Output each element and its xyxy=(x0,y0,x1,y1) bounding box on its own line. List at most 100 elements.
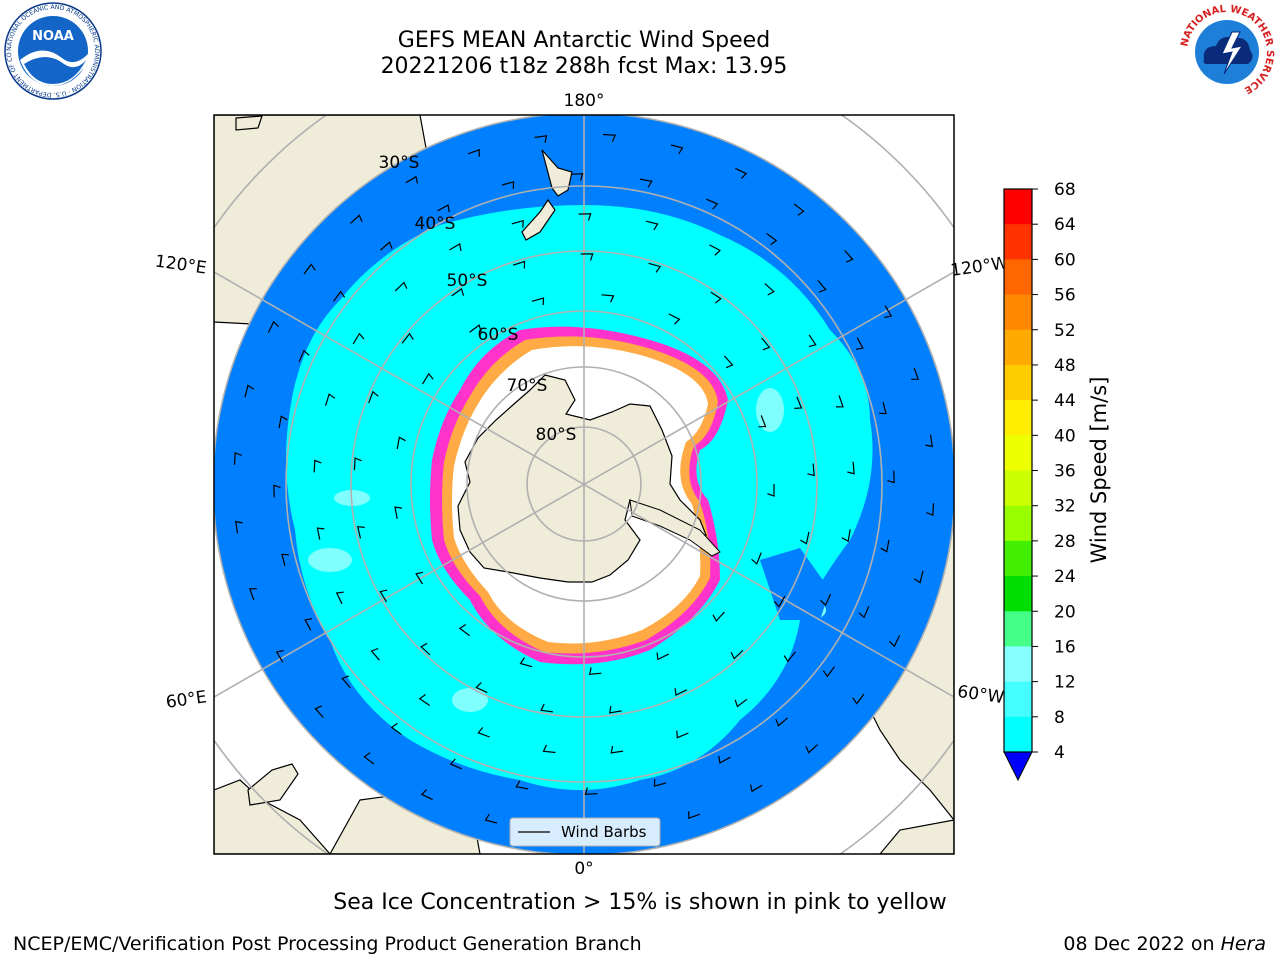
wind-barb xyxy=(304,618,313,631)
wind-barb xyxy=(820,593,832,607)
wind-barb xyxy=(303,263,316,275)
wind-barb xyxy=(766,233,778,246)
wind-barb xyxy=(653,779,667,787)
wind-barb xyxy=(451,287,465,297)
wind-barb xyxy=(396,436,406,450)
wind-barb xyxy=(415,571,424,585)
colorbar-cell xyxy=(1004,364,1032,401)
barb-legend-label: Wind Barbs xyxy=(561,823,647,841)
wind-barb xyxy=(580,253,594,261)
lon-label-60w: 60°W xyxy=(956,682,1005,708)
wind-barb xyxy=(394,281,408,292)
wind-barb xyxy=(363,752,375,765)
wind-barb xyxy=(639,178,653,188)
wind-barb xyxy=(783,651,796,663)
wind-barb xyxy=(531,297,545,306)
colorbar-cell xyxy=(1004,400,1032,436)
lat-label-80s: 80°S xyxy=(536,425,577,445)
colorbar-cell xyxy=(1004,224,1032,260)
wind-barb xyxy=(248,588,257,601)
wind-barb xyxy=(758,415,767,428)
wind-barb xyxy=(800,531,810,545)
wind-barb xyxy=(380,241,393,251)
wind-barb xyxy=(511,219,524,228)
colorbar: 68 64 60 56 52 48 44 40 36 32 28 24 20 16 12 8 4 Wind Sp… xyxy=(1003,180,1111,782)
wind-barb xyxy=(884,305,893,319)
wind-barb xyxy=(706,198,719,210)
wind-barb xyxy=(761,337,771,351)
colorbar-tick-label: 40 xyxy=(1054,426,1076,446)
colorbar-tick-label: 52 xyxy=(1054,321,1076,341)
wind-barb xyxy=(421,372,434,385)
figure-title: GEFS MEAN Antarctic Wind Speed xyxy=(397,28,771,53)
wind-barb xyxy=(475,682,488,694)
date-stamp: 08 Dec 2022 on Hera xyxy=(1063,933,1266,955)
wind-barb xyxy=(913,570,924,584)
lon-label-180: 180° xyxy=(564,91,605,111)
colorbar-cell xyxy=(1004,435,1032,471)
date-text: 08 Dec 2022 on xyxy=(1063,933,1215,955)
wind-barb xyxy=(645,220,659,231)
colorbar-tick-label: 32 xyxy=(1054,497,1076,517)
colorbar-tick-label: 48 xyxy=(1054,356,1076,376)
wind-barb xyxy=(858,606,870,619)
host-name: Hera xyxy=(1220,933,1266,955)
wind-barb xyxy=(390,722,402,735)
wind-barb xyxy=(888,635,901,648)
colorbar-tick-label: 68 xyxy=(1054,180,1076,200)
colorbar-cell xyxy=(1004,189,1032,225)
noaa-logo-text: NOAA xyxy=(32,29,74,44)
wind-barb xyxy=(368,390,379,404)
colorbar-tick-label: 12 xyxy=(1054,673,1076,693)
wind-barb xyxy=(887,470,895,484)
colorbar-cell xyxy=(1004,611,1032,647)
wind-barb xyxy=(805,744,819,754)
caption: Sea Ice Concentration > 15% is shown in … xyxy=(333,890,947,915)
lon-label-0: 0° xyxy=(574,859,593,879)
wind-barb xyxy=(233,452,242,465)
wind-barb xyxy=(807,463,815,477)
wind-barb xyxy=(316,527,325,540)
wind-barb xyxy=(730,649,744,660)
wind-barb xyxy=(420,642,431,656)
wind-barb xyxy=(751,552,762,565)
colorbar-tick-label: 24 xyxy=(1054,567,1076,587)
wind-barb xyxy=(735,167,748,180)
wind-barb xyxy=(267,320,280,333)
lat-label-70s: 70°S xyxy=(507,376,548,396)
wind-barb xyxy=(235,520,243,534)
colorbar-cell xyxy=(1004,540,1032,577)
wind-barb xyxy=(273,484,281,498)
wind-barb xyxy=(767,484,775,497)
wind-barb xyxy=(467,148,480,157)
wind-barb xyxy=(847,461,855,475)
wind-barb xyxy=(764,283,775,296)
colorbar-cell xyxy=(1004,294,1032,331)
wind-barb xyxy=(394,506,403,520)
wind-barb xyxy=(911,367,920,380)
wind-barb xyxy=(926,503,935,516)
nws-logo: NATIONAL WEATHER SERVICE xyxy=(1179,4,1275,99)
colorbar-tick-label: 56 xyxy=(1054,286,1076,306)
wind-barb xyxy=(648,262,662,273)
wind-barb xyxy=(281,553,289,567)
wind-barb xyxy=(278,415,288,429)
lat-label-50s: 50°S xyxy=(447,271,488,291)
wind-barb xyxy=(314,705,324,719)
wind-barb xyxy=(484,813,498,824)
noaa-logo: NATIONAL OCEANIC AND ATMOSPHERIC ADMINIS… xyxy=(2,2,102,100)
credit-line: NCEP/EMC/Verification Post Processing Pr… xyxy=(13,933,642,955)
wind-barb xyxy=(298,349,310,362)
wind-barb xyxy=(855,337,864,350)
wind-barb xyxy=(670,144,684,155)
wind-barb xyxy=(458,624,470,637)
lat-label-30s: 30°S xyxy=(379,153,420,173)
colorbar-tick-label: 28 xyxy=(1054,532,1076,552)
wind-barb xyxy=(477,727,490,738)
wind-barb xyxy=(352,332,365,345)
wind-barb xyxy=(879,401,887,415)
wind-barb xyxy=(379,589,388,603)
lat-label-40s: 40°S xyxy=(415,214,456,234)
colorbar-cell xyxy=(1004,470,1032,507)
